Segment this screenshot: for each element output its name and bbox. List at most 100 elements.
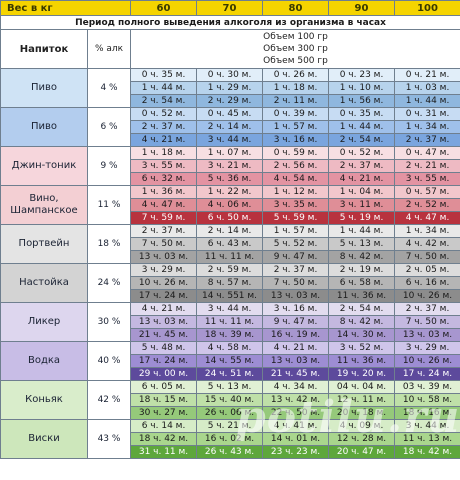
table-row: Портвейн 18 % 2 ч. 37 м. 2 ч. 14 м. 1 ч. 57 … xyxy=(0,224,460,264)
time-cell: 11 ч. 36 м. xyxy=(328,354,396,368)
time-cell: 2 ч. 56 м. xyxy=(262,159,330,173)
drink-alc-percent: 42 % xyxy=(86,380,132,420)
time-cell: 2 ч. 19 м. xyxy=(328,263,396,277)
volume-300: Объем 300 гр xyxy=(263,44,328,54)
time-cell: 2 ч. 37 м. xyxy=(130,120,198,134)
table-row: 10 ч. 26 м. 8 ч. 57 м. 7 ч. 50 м. 6 ч. 58 м… xyxy=(1,276,460,290)
time-cell: 12 ч. 28 м. xyxy=(328,432,396,446)
time-cell: 2 ч. 54 м. xyxy=(130,94,198,108)
time-cell: 20 ч. 47 м. xyxy=(328,445,396,459)
time-cell: 1 ч. 44 м. xyxy=(328,224,396,238)
time-cell: 0 ч. 52 м. xyxy=(328,146,396,160)
time-cell: 3 ч. 52 м. xyxy=(328,341,396,355)
time-cell: 4 ч. 58 м. xyxy=(196,341,264,355)
drink-name: Ликер xyxy=(0,302,88,342)
time-cell: 1 ч. 18 м. xyxy=(130,146,198,160)
time-cell: 2 ч. 54 м. xyxy=(328,302,396,316)
weight-header-row: Вес в кг 60 70 80 90 100 xyxy=(0,0,460,16)
time-cell: 1 ч. 07 м. xyxy=(196,146,264,160)
time-cell: 7 ч. 50 м. xyxy=(262,276,330,290)
time-cell: 17 ч. 24 м. xyxy=(130,354,198,368)
drink-alc-percent: 6 % xyxy=(86,107,132,147)
time-cell: 1 ч. 29 м. xyxy=(196,81,264,95)
time-cell: 26 ч. 43 м. xyxy=(196,445,264,459)
table-row: Ликер 30 % 4 ч. 21 м. 3 ч. 44 м. 3 ч. 16 м. 2… xyxy=(0,302,460,342)
drink-name: Настойка xyxy=(0,263,88,303)
alc-column-header: % алк xyxy=(86,29,132,69)
table-row: Настойка 24 % 3 ч. 29 м. 2 ч. 59 м. 2 ч. 37 … xyxy=(0,263,460,303)
time-cell: 4 ч. 47 м. xyxy=(394,211,460,225)
time-cell: 17 ч. 24 м. xyxy=(130,289,198,303)
time-cell: 3 ч. 29 м. xyxy=(394,341,460,355)
time-cell: 6 ч. 50 м. xyxy=(196,211,264,225)
time-cell: 4 ч. 47 м. xyxy=(130,198,198,212)
time-cell: 10 ч. 58 м. xyxy=(394,393,460,407)
time-cell: 1 ч. 57 м. xyxy=(262,120,330,134)
table-row: 30 ч. 27 м. 26 ч. 06 м. 22 ч. 50 м. 20 ч. 1… xyxy=(1,406,460,420)
time-cell: 13 ч. 03 м. xyxy=(262,289,330,303)
drink-name: Коньяк xyxy=(0,380,88,420)
time-cell: 22 ч. 50 м. xyxy=(262,406,330,420)
time-cell: 7 ч. 59 м. xyxy=(130,211,198,225)
table-row: 3 ч. 55 м. 3 ч. 21 м. 2 ч. 56 м. 2 ч. 37 м.… xyxy=(1,159,460,173)
time-cell: 24 ч. 51 м. xyxy=(196,367,264,381)
time-cell: 11 ч. 11 м. xyxy=(196,250,264,264)
period-title: Период полного выведения алкоголя из орг… xyxy=(0,15,460,30)
drink-alc-percent: 11 % xyxy=(86,185,132,225)
weight-90: 90 xyxy=(328,0,396,16)
table-row: Джин-тоник 9 % 1 ч. 18 м. 1 ч. 07 м. 0 ч. 59… xyxy=(0,146,460,186)
time-cell: 0 ч. 30 м. xyxy=(196,68,264,82)
table-row: 2 ч. 54 м. 2 ч. 29 м. 2 ч. 11 м. 1 ч. 56 м.… xyxy=(1,94,460,108)
time-cell: 5 ч. 59 м. xyxy=(262,211,330,225)
volume-100: Объем 100 гр xyxy=(263,32,328,42)
time-cell: 0 ч. 31 м. xyxy=(394,107,460,121)
time-cell: 13 ч. 42 м. xyxy=(262,393,330,407)
time-cell: 14 ч. 55 м. xyxy=(196,354,264,368)
time-cell: 4 ч. 21 м. xyxy=(130,133,198,147)
time-cell: 18 ч. 16 м. xyxy=(394,406,460,420)
time-cell: 0 ч. 57 м. xyxy=(394,185,460,199)
time-cell: 3 ч. 44 м. xyxy=(394,419,460,433)
drink-alc-percent: 9 % xyxy=(86,146,132,186)
time-cell: 0 ч. 23 м. xyxy=(328,68,396,82)
time-cell: 0 ч. 35 м. xyxy=(130,68,198,82)
time-cell: 21 ч. 45 м. xyxy=(262,367,330,381)
time-cell: 4 ч. 06 м. xyxy=(196,198,264,212)
time-cell: 1 ч. 04 м. xyxy=(328,185,396,199)
table-row: 18 ч. 42 м. 16 ч. 02 м. 14 ч. 01 м. 12 ч. 2… xyxy=(1,432,460,446)
drink-alc-percent: 24 % xyxy=(86,263,132,303)
drink-name: Вино, Шампанское xyxy=(0,185,88,225)
time-cell: 4 ч. 09 м. xyxy=(328,419,396,433)
time-cell: 13 ч. 03 м. xyxy=(130,315,198,329)
time-cell: 31 ч. 11 м. xyxy=(130,445,198,459)
time-cell: 26 ч. 06 м. xyxy=(196,406,264,420)
time-cell: 8 ч. 42 м. xyxy=(328,315,396,329)
drink-alc-percent: 43 % xyxy=(86,419,132,459)
time-cell: 6 ч. 58 м. xyxy=(328,276,396,290)
time-cell: 0 ч. 52 м. xyxy=(130,107,198,121)
time-cell: 18 ч. 42 м. xyxy=(394,445,460,459)
table-row: 31 ч. 11 м. 26 ч. 43 м. 23 ч. 23 м. 20 ч. 4… xyxy=(1,445,460,459)
drink-name: Пиво xyxy=(0,107,88,147)
table-row: Водка 40 % 5 ч. 48 м. 4 ч. 58 м. 4 ч. 21 м. 3… xyxy=(0,341,460,381)
time-cell: 2 ч. 37 м. xyxy=(262,263,330,277)
time-cell: 13 ч. 03 м. xyxy=(262,354,330,368)
table-row: Пиво 4 % 0 ч. 35 м. 0 ч. 30 м. 0 ч. 26 м. 0 ч… xyxy=(0,68,460,108)
time-cell: 30 ч. 27 м. xyxy=(130,406,198,420)
time-cell: 4 ч. 54 м. xyxy=(262,172,330,186)
time-cell: 5 ч. 19 м. xyxy=(328,211,396,225)
table-row: 4 ч. 47 м. 4 ч. 06 м. 3 ч. 35 м. 3 ч. 11 м.… xyxy=(1,198,460,212)
time-cell: 5 ч. 52 м. xyxy=(262,237,330,251)
time-cell: 2 ч. 59 м. xyxy=(196,263,264,277)
table-row: Пиво 6 % 0 ч. 52 м. 0 ч. 45 м. 0 ч. 39 м. 0 ч… xyxy=(0,107,460,147)
weight-label: Вес в кг xyxy=(0,0,132,16)
drink-name: Портвейн xyxy=(0,224,88,264)
time-cell: 16 ч. 02 м. xyxy=(196,432,264,446)
time-cell: 21 ч. 45 м. xyxy=(130,328,198,342)
time-cell: 19 ч. 20 м. xyxy=(328,367,396,381)
time-cell: 6 ч. 32 м. xyxy=(130,172,198,186)
time-cell: 29 ч. 00 м. xyxy=(130,367,198,381)
time-cell: 0 ч. 21 м. xyxy=(394,68,460,82)
time-cell: 4 ч. 21 м. xyxy=(328,172,396,186)
time-cell: 11 ч. 11 м. xyxy=(196,315,264,329)
